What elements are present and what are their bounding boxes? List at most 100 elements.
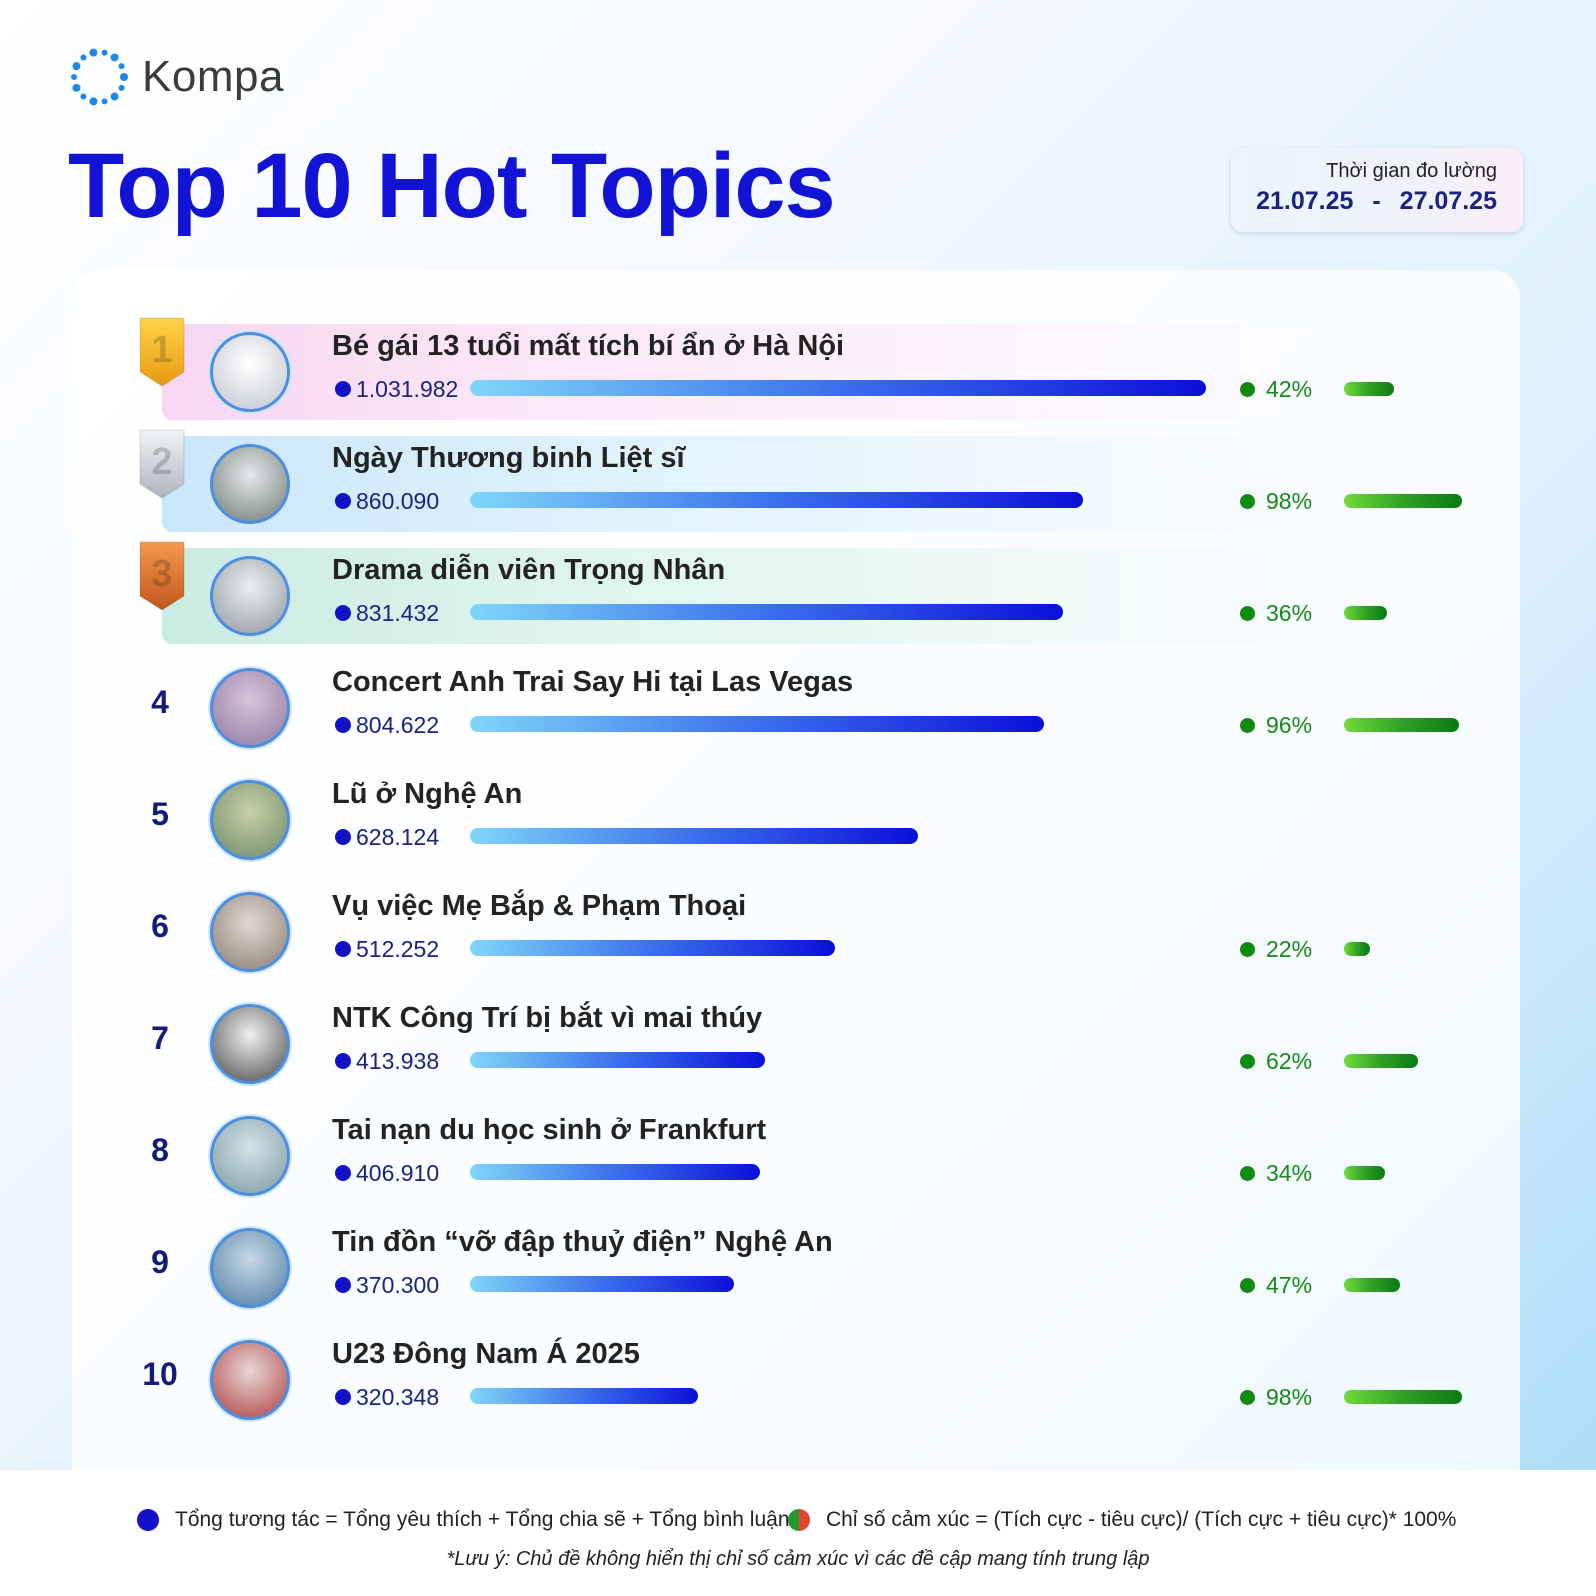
sentiment-dot-icon <box>1240 494 1255 509</box>
interaction-dot-icon <box>335 1165 351 1181</box>
topic-row: 6 Vụ việc Mẹ Bắp & Phạm Thoại 512.252 22% <box>0 878 1596 990</box>
interaction-dot-icon <box>335 605 351 621</box>
logo-dot <box>110 53 119 62</box>
interaction-dot-icon <box>335 1277 351 1293</box>
date-from: 21.07.25 <box>1256 187 1354 215</box>
gold-medal-icon: 1 <box>139 317 185 387</box>
topic-avatar <box>210 1116 290 1196</box>
rank-number: 8 <box>151 1132 169 1168</box>
topic-title: Tin đồn “vỡ đập thuỷ điện” Nghệ An <box>332 1226 833 1258</box>
interaction-value: 406.910 <box>356 1160 440 1186</box>
topic-title: Lũ ở Nghệ An <box>332 778 523 810</box>
logo-dot <box>118 63 125 70</box>
topic-avatar <box>210 1228 290 1308</box>
logo-dot <box>101 49 108 56</box>
sentiment-bar <box>1344 1054 1418 1068</box>
sentiment-bar <box>1344 1390 1462 1404</box>
topic-avatar <box>210 780 290 860</box>
logo-dot <box>110 92 119 101</box>
brand-logo: Kompa <box>66 44 284 110</box>
topic-title: U23 Đông Nam Á 2025 <box>332 1338 640 1370</box>
interaction-dot-icon <box>335 1053 351 1069</box>
interaction-value: 413.938 <box>356 1048 440 1074</box>
sentiment-dot-icon <box>1240 1390 1255 1405</box>
footnote: *Lưu ý: Chủ đề không hiển thị chỉ số cảm… <box>446 1548 1150 1570</box>
medal-rank: 2 <box>151 441 172 483</box>
rank-number: 6 <box>151 908 169 944</box>
brand-name: Kompa <box>142 52 284 101</box>
interaction-bar <box>470 604 1063 620</box>
top-highlight <box>162 548 1338 644</box>
topic-avatar <box>210 1340 290 1420</box>
sentiment-dot-icon <box>1240 942 1255 957</box>
topic-avatar <box>210 444 290 524</box>
sentiment-bar <box>1344 718 1459 732</box>
interaction-bar <box>470 828 918 844</box>
bronze-medal-icon: 3 <box>139 541 185 611</box>
logo-dot <box>118 84 125 91</box>
sentiment-bar <box>1344 382 1394 396</box>
topic-row: 7 NTK Công Trí bị bắt vì mai thúy 413.938 6… <box>0 990 1596 1102</box>
logo-dot <box>80 54 87 61</box>
measurement-range: 21.07.25 - 27.07.25 <box>1231 187 1497 216</box>
logo-dot <box>89 48 98 57</box>
interaction-dot-icon <box>335 1389 351 1405</box>
interaction-bar <box>470 1388 698 1404</box>
interaction-dot-icon <box>335 493 351 509</box>
sentiment-dot-icon <box>1240 1278 1255 1293</box>
topic-title: Ngày Thương binh Liệt sĩ <box>332 442 685 474</box>
topic-title: Concert Anh Trai Say Hi tại Las Vegas <box>332 666 854 698</box>
legend-interaction-text: Tổng tương tác = Tổng yêu thích + Tổng c… <box>175 1508 790 1531</box>
logo-dot <box>101 98 108 105</box>
sentiment-dot-icon <box>1240 718 1255 733</box>
sentiment-value: 96% <box>1266 712 1313 738</box>
legend-interaction: Tổng tương tác = Tổng yêu thích + Tổng c… <box>137 1508 790 1532</box>
page-title: Top 10 Hot Topics <box>68 135 836 237</box>
sentiment-value: 98% <box>1266 1384 1313 1410</box>
sentiment-bar <box>1344 606 1387 620</box>
topic-title: Vụ việc Mẹ Bắp & Phạm Thoại <box>332 890 747 922</box>
measurement-period: Thời gian đo lường 21.07.25 - 27.07.25 <box>1231 148 1523 232</box>
silver-medal-icon: 2 <box>139 429 185 499</box>
logo-dot <box>89 97 98 106</box>
topic-title: NTK Công Trí bị bắt vì mai thúy <box>332 1002 763 1034</box>
legend-strip <box>0 1470 1596 1596</box>
date-to: 27.07.25 <box>1399 187 1497 215</box>
interaction-dot-icon <box>335 717 351 733</box>
topic-avatar <box>210 1004 290 1084</box>
interaction-bar <box>470 1164 760 1180</box>
rank-number: 9 <box>151 1244 169 1280</box>
interaction-value: 831.432 <box>356 600 440 626</box>
interaction-value: 1.031.982 <box>356 376 459 402</box>
sentiment-value: 62% <box>1266 1048 1313 1074</box>
rank-number: 7 <box>151 1020 169 1056</box>
topic-row: 4 Concert Anh Trai Say Hi tại Las Vegas 80… <box>0 654 1596 766</box>
topic-avatar <box>210 332 290 412</box>
sentiment-dot-icon <box>1240 606 1255 621</box>
interaction-value: 804.622 <box>356 712 440 738</box>
topic-avatar <box>210 556 290 636</box>
logo-dot <box>72 83 81 92</box>
interaction-bar <box>470 492 1083 508</box>
sentiment-value: 34% <box>1266 1160 1313 1186</box>
logo-dot <box>72 62 81 71</box>
logo-dot <box>80 93 87 100</box>
medal-rank: 1 <box>151 329 172 371</box>
legend-sentiment-text: Chỉ số cảm xúc = (Tích cực - tiêu cực)/ … <box>826 1508 1457 1531</box>
topic-title: Drama diễn viên Trọng Nhân <box>332 554 726 586</box>
logo-dot <box>120 73 128 81</box>
sentiment-bar <box>1344 942 1370 956</box>
sentiment-dot-icon <box>1240 1054 1255 1069</box>
sentiment-value: 36% <box>1266 600 1313 626</box>
sentiment-bar <box>1344 494 1462 508</box>
interaction-bar <box>470 1052 765 1068</box>
topic-title: Bé gái 13 tuổi mất tích bí ẩn ở Hà Nội <box>332 330 845 362</box>
sentiment-dot-icon <box>1240 1166 1255 1181</box>
top-highlight <box>162 324 1338 420</box>
rank-number: 5 <box>151 796 169 832</box>
interaction-dot-icon <box>335 941 351 957</box>
rank-number: 4 <box>151 684 169 720</box>
interaction-dot-icon <box>137 1509 159 1531</box>
interaction-dot-icon <box>335 381 351 397</box>
measurement-label: Thời gian đo lường <box>1326 160 1497 182</box>
